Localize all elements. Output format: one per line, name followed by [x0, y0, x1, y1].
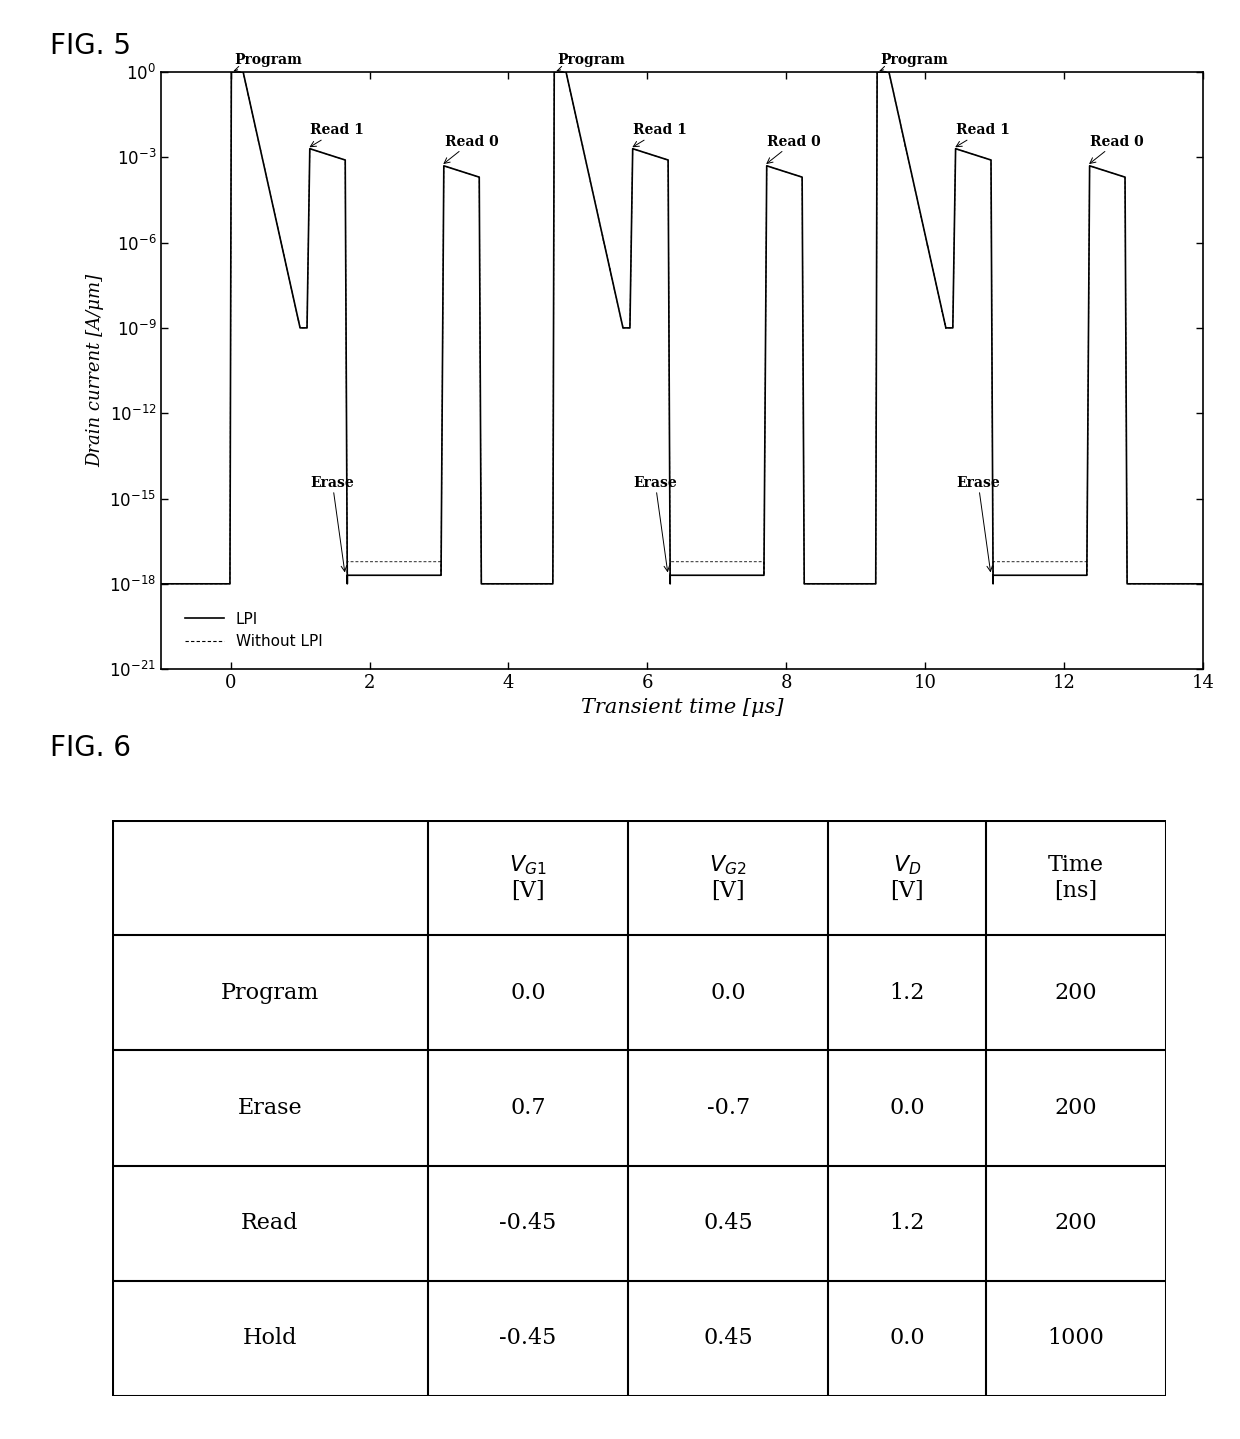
- Text: Program: Program: [221, 981, 319, 1004]
- Text: Erase: Erase: [634, 476, 677, 571]
- Text: Read 0: Read 0: [768, 135, 821, 164]
- Text: 200: 200: [1055, 981, 1097, 1004]
- X-axis label: Transient time [μs]: Transient time [μs]: [580, 698, 784, 717]
- Text: Read: Read: [241, 1212, 299, 1235]
- Text: 0.0: 0.0: [510, 981, 546, 1004]
- Text: 0.0: 0.0: [889, 1327, 925, 1350]
- Text: Program: Program: [234, 53, 303, 72]
- Y-axis label: Drain current [A/μm]: Drain current [A/μm]: [86, 273, 104, 468]
- Text: Hold: Hold: [243, 1327, 296, 1350]
- Text: Read 1: Read 1: [956, 124, 1011, 147]
- Text: Read 1: Read 1: [310, 124, 365, 147]
- Text: Erase: Erase: [310, 476, 355, 571]
- Text: 0.45: 0.45: [703, 1327, 753, 1350]
- Text: FIG. 6: FIG. 6: [50, 734, 130, 761]
- Text: Program: Program: [880, 53, 947, 72]
- Text: 0.7: 0.7: [510, 1097, 546, 1120]
- Text: $V_{G1}$
[V]: $V_{G1}$ [V]: [510, 853, 547, 902]
- Text: 1000: 1000: [1048, 1327, 1105, 1350]
- Text: -0.7: -0.7: [707, 1097, 750, 1120]
- Text: 200: 200: [1055, 1212, 1097, 1235]
- Text: $V_{G2}$
[V]: $V_{G2}$ [V]: [709, 853, 746, 902]
- Text: 1.2: 1.2: [889, 981, 925, 1004]
- Text: $V_D$
[V]: $V_D$ [V]: [890, 853, 924, 902]
- Text: 200: 200: [1055, 1097, 1097, 1120]
- Text: 1.2: 1.2: [889, 1212, 925, 1235]
- Text: -0.45: -0.45: [500, 1212, 557, 1235]
- Text: Erase: Erase: [956, 476, 999, 571]
- Text: Read 0: Read 0: [1090, 135, 1145, 164]
- Text: -0.45: -0.45: [500, 1327, 557, 1350]
- Text: Read 0: Read 0: [444, 135, 498, 164]
- Text: Program: Program: [557, 53, 625, 72]
- Text: Time
[ns]: Time [ns]: [1048, 855, 1104, 901]
- Text: 0.0: 0.0: [711, 981, 746, 1004]
- Text: Read 1: Read 1: [634, 124, 687, 147]
- Text: FIG. 5: FIG. 5: [50, 32, 130, 59]
- Text: 0.0: 0.0: [889, 1097, 925, 1120]
- Text: 0.45: 0.45: [703, 1212, 753, 1235]
- Text: Erase: Erase: [237, 1097, 303, 1120]
- Legend: LPI, Without LPI: LPI, Without LPI: [180, 606, 329, 656]
